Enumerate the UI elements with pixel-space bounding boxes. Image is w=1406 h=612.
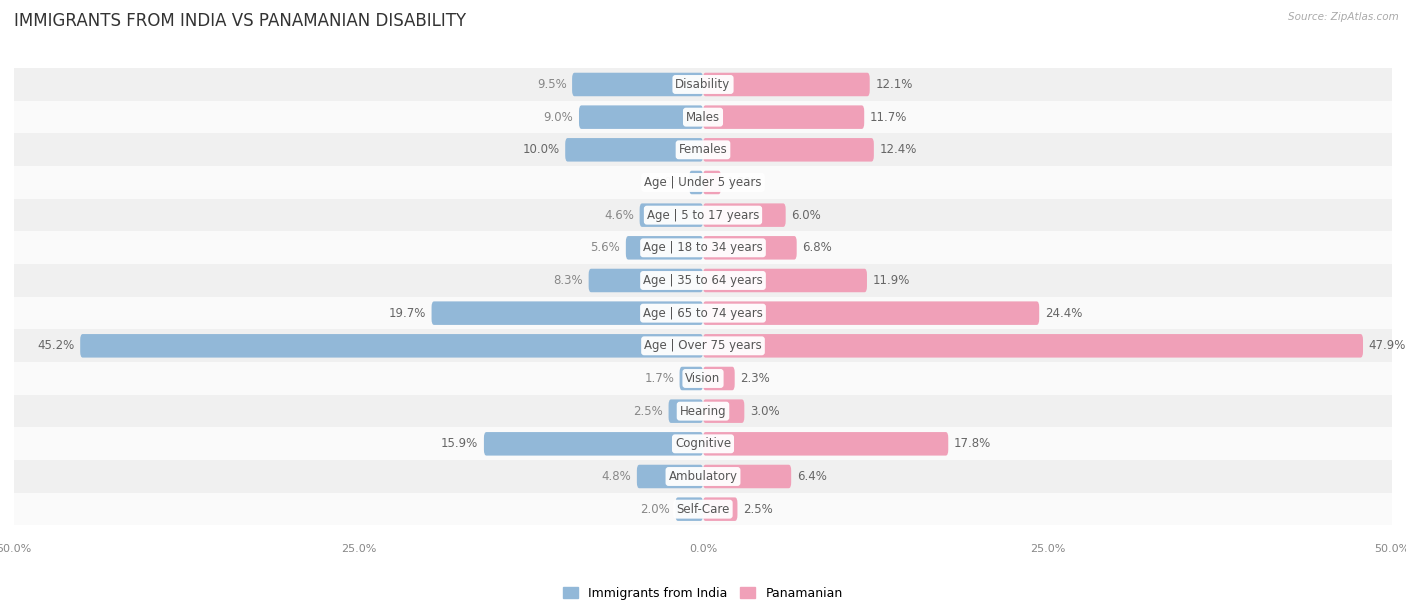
FancyBboxPatch shape: [14, 68, 1392, 101]
FancyBboxPatch shape: [669, 400, 703, 423]
FancyBboxPatch shape: [579, 105, 703, 129]
Text: 12.1%: 12.1%: [875, 78, 912, 91]
FancyBboxPatch shape: [14, 133, 1392, 166]
FancyBboxPatch shape: [703, 334, 1362, 357]
FancyBboxPatch shape: [703, 465, 792, 488]
Text: 2.3%: 2.3%: [740, 372, 770, 385]
Text: Self-Care: Self-Care: [676, 502, 730, 516]
FancyBboxPatch shape: [572, 73, 703, 96]
FancyBboxPatch shape: [703, 73, 870, 96]
FancyBboxPatch shape: [703, 301, 1039, 325]
Text: 6.8%: 6.8%: [803, 241, 832, 255]
FancyBboxPatch shape: [689, 171, 703, 194]
FancyBboxPatch shape: [640, 203, 703, 227]
FancyBboxPatch shape: [14, 101, 1392, 133]
Text: Age | 5 to 17 years: Age | 5 to 17 years: [647, 209, 759, 222]
Text: 6.4%: 6.4%: [797, 470, 827, 483]
Text: IMMIGRANTS FROM INDIA VS PANAMANIAN DISABILITY: IMMIGRANTS FROM INDIA VS PANAMANIAN DISA…: [14, 12, 467, 30]
FancyBboxPatch shape: [703, 498, 738, 521]
FancyBboxPatch shape: [14, 428, 1392, 460]
FancyBboxPatch shape: [14, 166, 1392, 199]
Text: 5.6%: 5.6%: [591, 241, 620, 255]
Text: 11.9%: 11.9%: [873, 274, 910, 287]
FancyBboxPatch shape: [703, 105, 865, 129]
FancyBboxPatch shape: [80, 334, 703, 357]
Text: 11.7%: 11.7%: [870, 111, 907, 124]
FancyBboxPatch shape: [14, 460, 1392, 493]
FancyBboxPatch shape: [679, 367, 703, 390]
FancyBboxPatch shape: [703, 269, 868, 293]
FancyBboxPatch shape: [14, 395, 1392, 428]
FancyBboxPatch shape: [626, 236, 703, 259]
Text: 12.4%: 12.4%: [879, 143, 917, 156]
Text: 1.3%: 1.3%: [727, 176, 756, 189]
Text: 24.4%: 24.4%: [1045, 307, 1083, 319]
Text: 19.7%: 19.7%: [388, 307, 426, 319]
Text: 2.5%: 2.5%: [633, 405, 664, 417]
FancyBboxPatch shape: [565, 138, 703, 162]
Text: 2.5%: 2.5%: [742, 502, 773, 516]
Text: Males: Males: [686, 111, 720, 124]
Text: 2.0%: 2.0%: [640, 502, 669, 516]
Text: Age | 65 to 74 years: Age | 65 to 74 years: [643, 307, 763, 319]
FancyBboxPatch shape: [703, 171, 721, 194]
Text: 17.8%: 17.8%: [953, 438, 991, 450]
FancyBboxPatch shape: [703, 432, 948, 455]
FancyBboxPatch shape: [14, 231, 1392, 264]
Text: 10.0%: 10.0%: [523, 143, 560, 156]
FancyBboxPatch shape: [703, 400, 744, 423]
Text: Age | 35 to 64 years: Age | 35 to 64 years: [643, 274, 763, 287]
FancyBboxPatch shape: [432, 301, 703, 325]
Text: Ambulatory: Ambulatory: [668, 470, 738, 483]
Legend: Immigrants from India, Panamanian: Immigrants from India, Panamanian: [558, 582, 848, 605]
Text: Age | Over 75 years: Age | Over 75 years: [644, 339, 762, 353]
FancyBboxPatch shape: [14, 297, 1392, 329]
Text: Age | 18 to 34 years: Age | 18 to 34 years: [643, 241, 763, 255]
Text: Females: Females: [679, 143, 727, 156]
Text: Disability: Disability: [675, 78, 731, 91]
Text: 3.0%: 3.0%: [749, 405, 779, 417]
Text: 45.2%: 45.2%: [38, 339, 75, 353]
Text: Source: ZipAtlas.com: Source: ZipAtlas.com: [1288, 12, 1399, 22]
Text: 4.8%: 4.8%: [602, 470, 631, 483]
FancyBboxPatch shape: [703, 236, 797, 259]
FancyBboxPatch shape: [14, 199, 1392, 231]
Text: Vision: Vision: [685, 372, 721, 385]
Text: 1.0%: 1.0%: [654, 176, 683, 189]
FancyBboxPatch shape: [14, 264, 1392, 297]
Text: 47.9%: 47.9%: [1368, 339, 1406, 353]
FancyBboxPatch shape: [14, 329, 1392, 362]
Text: Cognitive: Cognitive: [675, 438, 731, 450]
Text: 8.3%: 8.3%: [554, 274, 583, 287]
Text: Hearing: Hearing: [679, 405, 727, 417]
FancyBboxPatch shape: [14, 362, 1392, 395]
Text: 9.5%: 9.5%: [537, 78, 567, 91]
Text: 15.9%: 15.9%: [441, 438, 478, 450]
Text: 9.0%: 9.0%: [544, 111, 574, 124]
FancyBboxPatch shape: [675, 498, 703, 521]
Text: 1.7%: 1.7%: [644, 372, 673, 385]
Text: 4.6%: 4.6%: [605, 209, 634, 222]
FancyBboxPatch shape: [703, 203, 786, 227]
FancyBboxPatch shape: [589, 269, 703, 293]
FancyBboxPatch shape: [703, 367, 735, 390]
FancyBboxPatch shape: [484, 432, 703, 455]
FancyBboxPatch shape: [703, 138, 875, 162]
Text: 6.0%: 6.0%: [792, 209, 821, 222]
FancyBboxPatch shape: [14, 493, 1392, 526]
FancyBboxPatch shape: [637, 465, 703, 488]
Text: Age | Under 5 years: Age | Under 5 years: [644, 176, 762, 189]
